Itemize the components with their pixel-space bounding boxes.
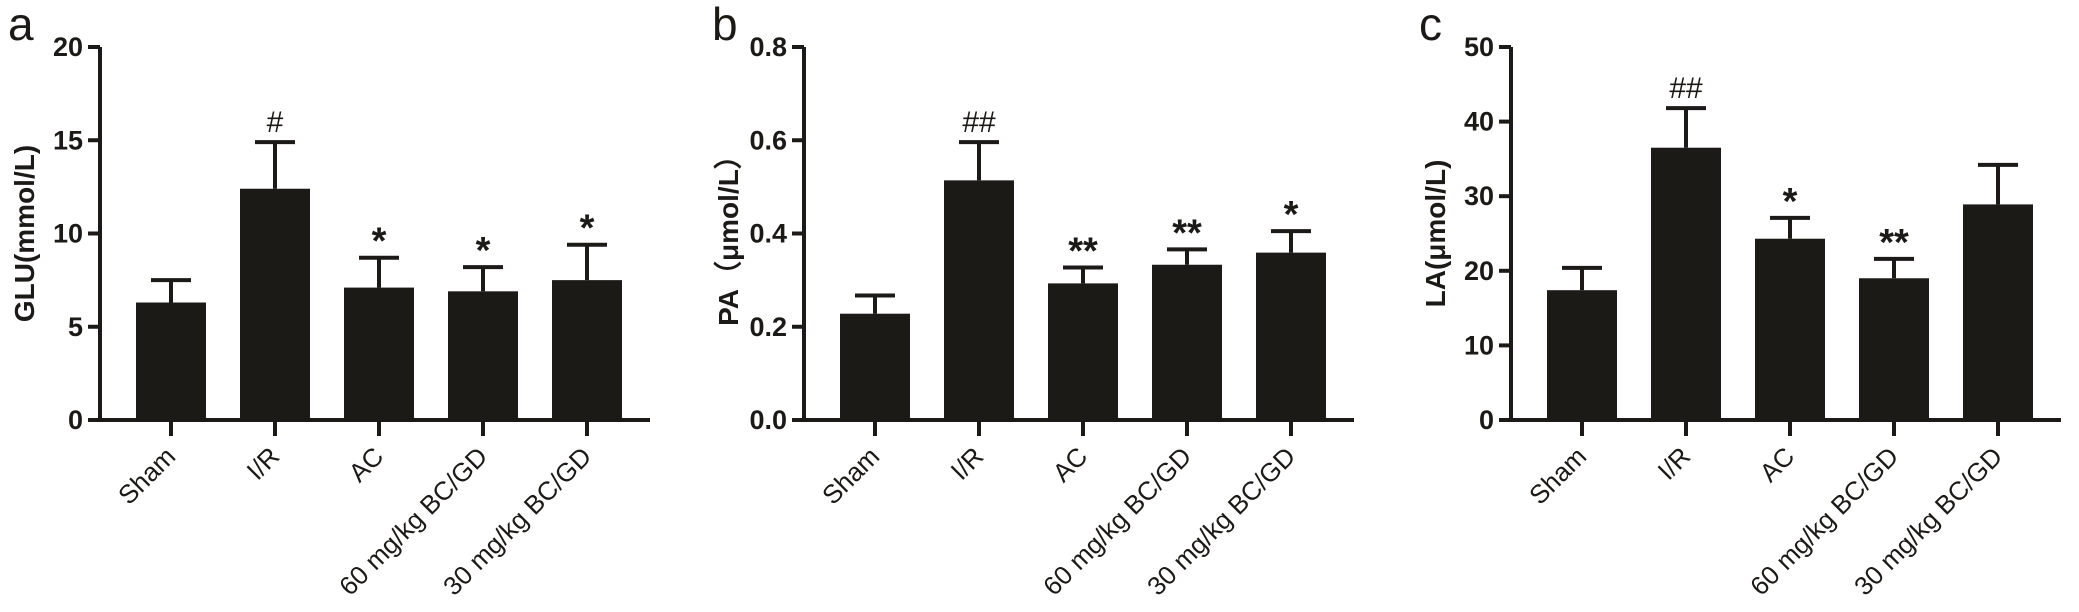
y-tick-label: 10: [53, 219, 83, 249]
bar-60-mg-kg-bc-gd: [448, 291, 518, 420]
bar-sham: [136, 302, 206, 420]
significance-marker: #: [267, 106, 284, 139]
y-tick-label: 40: [1464, 107, 1494, 137]
x-tick-label: Sham: [112, 441, 181, 510]
x-tick-label: Sham: [1523, 441, 1592, 510]
x-tick-label: I/R: [1652, 441, 1697, 486]
y-tick-label: 5: [68, 312, 83, 342]
y-tick-label: 20: [53, 32, 83, 62]
bar-ac: [1755, 238, 1825, 420]
y-tick-label: 0.6: [749, 125, 787, 155]
x-tick-label: AC: [1046, 441, 1093, 488]
y-tick-label: 0.8: [749, 32, 787, 62]
bar-ac: [344, 287, 414, 420]
y-axis-label: LA(μmol/L): [1420, 160, 1451, 308]
bar-60-mg-kg-bc-gd: [1859, 278, 1929, 420]
significance-marker: *: [1284, 194, 1299, 236]
y-tick-label: 0.4: [749, 219, 787, 249]
significance-marker: **: [1172, 212, 1202, 254]
bar-i-r: [240, 188, 310, 420]
significance-marker: **: [1879, 222, 1909, 264]
x-tick-label: Sham: [816, 441, 885, 510]
bar-i-r: [944, 180, 1014, 420]
x-tick-label: AC: [342, 441, 389, 488]
y-tick-label: 20: [1464, 256, 1494, 286]
bar-60-mg-kg-bc-gd: [1152, 264, 1222, 420]
significance-marker: *: [476, 230, 491, 272]
y-tick-label: 15: [53, 125, 83, 155]
y-tick-label: 30: [1464, 181, 1494, 211]
y-tick-label: 0.2: [749, 312, 787, 342]
y-axis-label: PA（μmol/L）: [712, 141, 744, 326]
bar-30-mg-kg-bc-gd: [1963, 204, 2033, 420]
significance-marker: ##: [1669, 72, 1703, 105]
x-tick-label: I/R: [945, 441, 990, 486]
significance-marker: ##: [962, 106, 996, 139]
panel-label: a: [8, 0, 34, 50]
y-tick-label: 10: [1464, 330, 1494, 360]
bar-ac: [1048, 283, 1118, 420]
bar-30-mg-kg-bc-gd: [1256, 252, 1326, 420]
bar-sham: [1547, 290, 1617, 420]
x-tick-label: I/R: [241, 441, 286, 486]
bar-30-mg-kg-bc-gd: [552, 280, 622, 420]
y-tick-label: 0: [68, 405, 83, 435]
panel-label: b: [712, 0, 738, 50]
significance-marker: *: [580, 208, 595, 250]
significance-marker: *: [372, 221, 387, 263]
x-tick-label: AC: [1753, 441, 1800, 488]
bar-i-r: [1651, 147, 1721, 420]
y-tick-label: 50: [1464, 32, 1494, 62]
panel-label: c: [1419, 0, 1442, 50]
y-tick-label: 0.0: [749, 405, 787, 435]
y-axis-label: GLU(mmol/L): [9, 145, 40, 322]
bar-sham: [840, 313, 910, 420]
significance-marker: *: [1783, 181, 1798, 223]
y-tick-label: 0: [1479, 405, 1494, 435]
significance-marker: **: [1068, 231, 1098, 273]
